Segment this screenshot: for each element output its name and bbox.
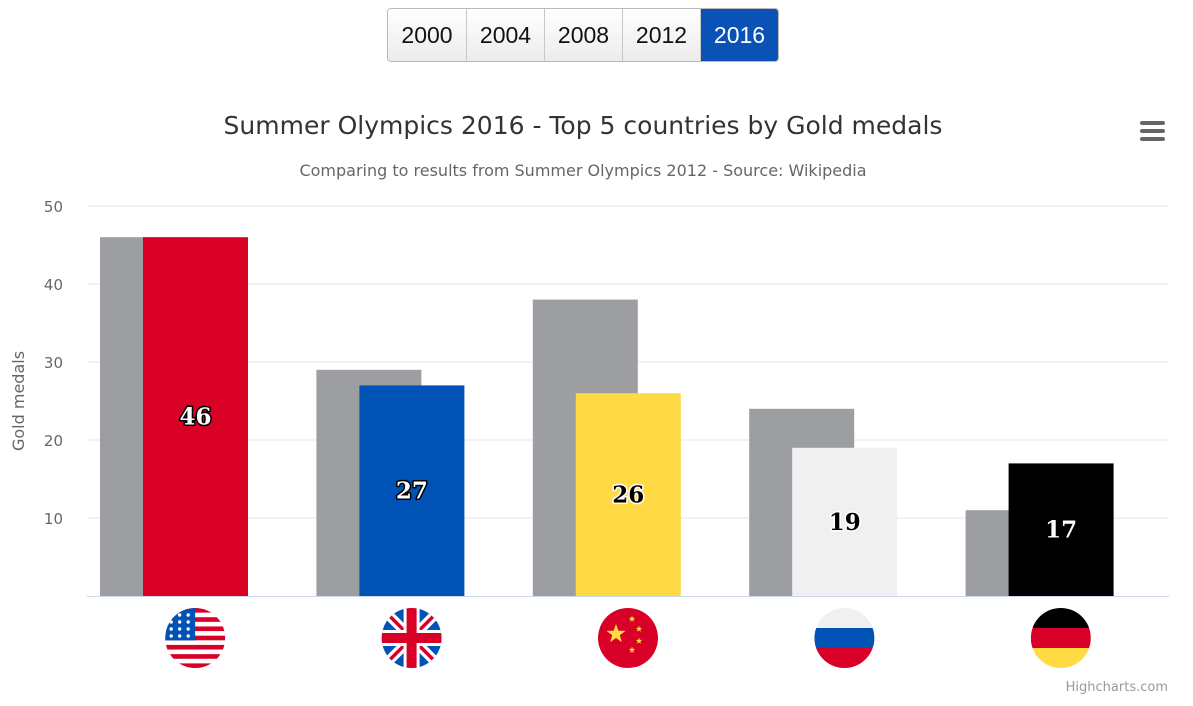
ru-flag-icon <box>814 608 875 668</box>
y-tick-label: 30 <box>44 354 63 372</box>
credits-link[interactable]: Highcharts.com <box>1066 680 1168 695</box>
year-button-2008[interactable]: 2008 <box>544 9 622 61</box>
bar-current-gb[interactable] <box>359 385 465 596</box>
year-button-2004[interactable]: 2004 <box>466 9 544 61</box>
y-tick-label: 50 <box>44 198 63 216</box>
data-labels: 46 27 26 19 17 <box>178 402 1079 545</box>
year-button-2012[interactable]: 2012 <box>622 9 700 61</box>
y-tick-label: 20 <box>44 432 63 450</box>
bar-current-de[interactable] <box>1008 463 1114 596</box>
data-label-ru: 19 <box>829 509 861 536</box>
bar-current-us[interactable] <box>143 237 248 596</box>
cn-flag-icon <box>598 608 658 668</box>
year-button-2000[interactable]: 2000 <box>388 9 466 61</box>
hamburger-menu-icon[interactable] <box>1138 114 1166 141</box>
x-axis-flags <box>165 608 1091 668</box>
data-label-us: 46 <box>179 404 211 431</box>
year-selector: 2000 2004 2008 2012 2016 <box>387 8 779 62</box>
y-axis-title: Gold medals <box>9 351 28 451</box>
us-flag-icon <box>165 608 226 668</box>
bar-current-cn[interactable] <box>575 393 681 596</box>
data-label-de: 17 <box>1045 517 1077 544</box>
year-button-2016[interactable]: 2016 <box>700 9 778 61</box>
y-axis-ticks: 10 20 30 40 50 <box>44 198 63 528</box>
bar-series <box>100 237 1114 596</box>
y-tick-label: 10 <box>44 510 63 528</box>
data-label-cn: 26 <box>612 482 644 509</box>
gb-flag-icon <box>381 608 442 668</box>
de-flag-icon <box>1030 608 1091 668</box>
chart-title: Summer Olympics 2016 - Top 5 countries b… <box>224 111 943 140</box>
data-label-gb: 27 <box>396 478 428 505</box>
chart-subtitle: Comparing to results from Summer Olympic… <box>299 161 866 180</box>
y-tick-label: 40 <box>44 276 63 294</box>
bar-current-ru[interactable] <box>792 447 898 596</box>
